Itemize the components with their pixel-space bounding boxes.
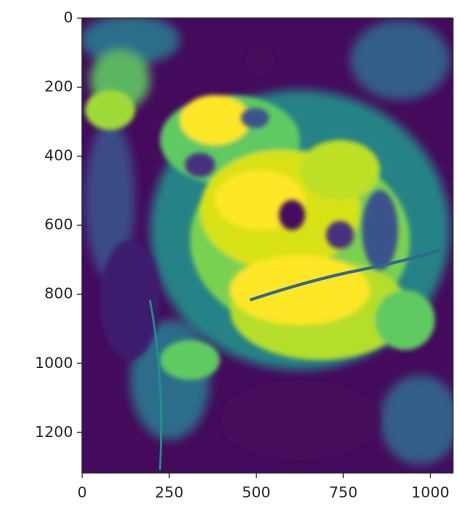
y-tick-label: 600 bbox=[44, 216, 73, 234]
y-tick-label: 0 bbox=[63, 9, 73, 27]
x-tick-label: 250 bbox=[155, 484, 184, 502]
y-tick-label: 400 bbox=[44, 147, 73, 165]
x-tick-label: 500 bbox=[242, 484, 271, 502]
y-tick-label: 1200 bbox=[35, 423, 73, 441]
x-tick-label: 1000 bbox=[411, 484, 449, 502]
x-tick-label: 750 bbox=[329, 484, 358, 502]
y-tick-label: 800 bbox=[44, 285, 73, 303]
page: {"chart_data": {"type": "image", "xlim":… bbox=[0, 0, 459, 512]
chart: 0 250 500 750 1000 0 200 400 600 800 1000 1200 bbox=[0, 0, 459, 512]
y-tick-label: 1000 bbox=[35, 354, 73, 372]
x-tick-label: 0 bbox=[77, 484, 87, 502]
y-tick-label: 200 bbox=[44, 78, 73, 96]
raster-image bbox=[80, 15, 459, 473]
